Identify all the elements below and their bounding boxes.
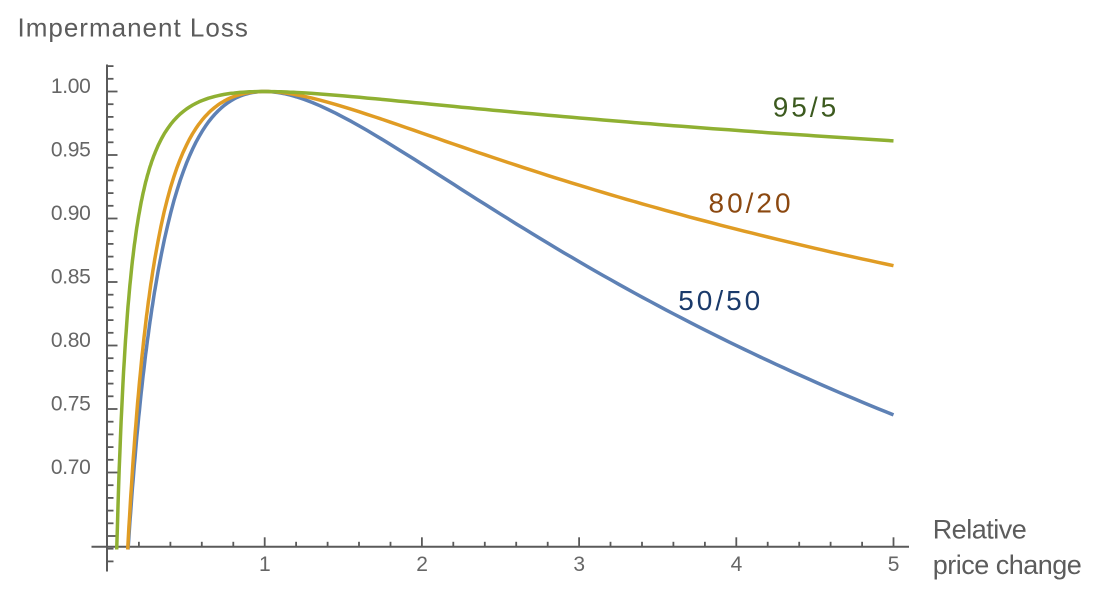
svg-text:1.00: 1.00 <box>51 75 91 98</box>
svg-text:0.95: 0.95 <box>51 139 91 162</box>
svg-text:0.85: 0.85 <box>51 266 91 289</box>
svg-text:price change: price change <box>933 550 1082 580</box>
svg-text:0.80: 0.80 <box>51 329 91 352</box>
svg-text:80/20: 80/20 <box>709 188 794 219</box>
svg-text:Relative: Relative <box>933 515 1027 545</box>
svg-text:0.75: 0.75 <box>51 393 91 416</box>
svg-text:3: 3 <box>573 553 584 576</box>
svg-text:0.90: 0.90 <box>51 202 91 225</box>
svg-text:4: 4 <box>731 553 743 576</box>
svg-text:2: 2 <box>416 553 427 576</box>
svg-text:0.70: 0.70 <box>51 456 91 479</box>
svg-text:50/50: 50/50 <box>678 285 763 316</box>
svg-text:Impermanent Loss: Impermanent Loss <box>18 12 249 42</box>
svg-text:1: 1 <box>259 553 270 576</box>
svg-text:5: 5 <box>888 553 899 576</box>
svg-text:95/5: 95/5 <box>773 91 840 122</box>
